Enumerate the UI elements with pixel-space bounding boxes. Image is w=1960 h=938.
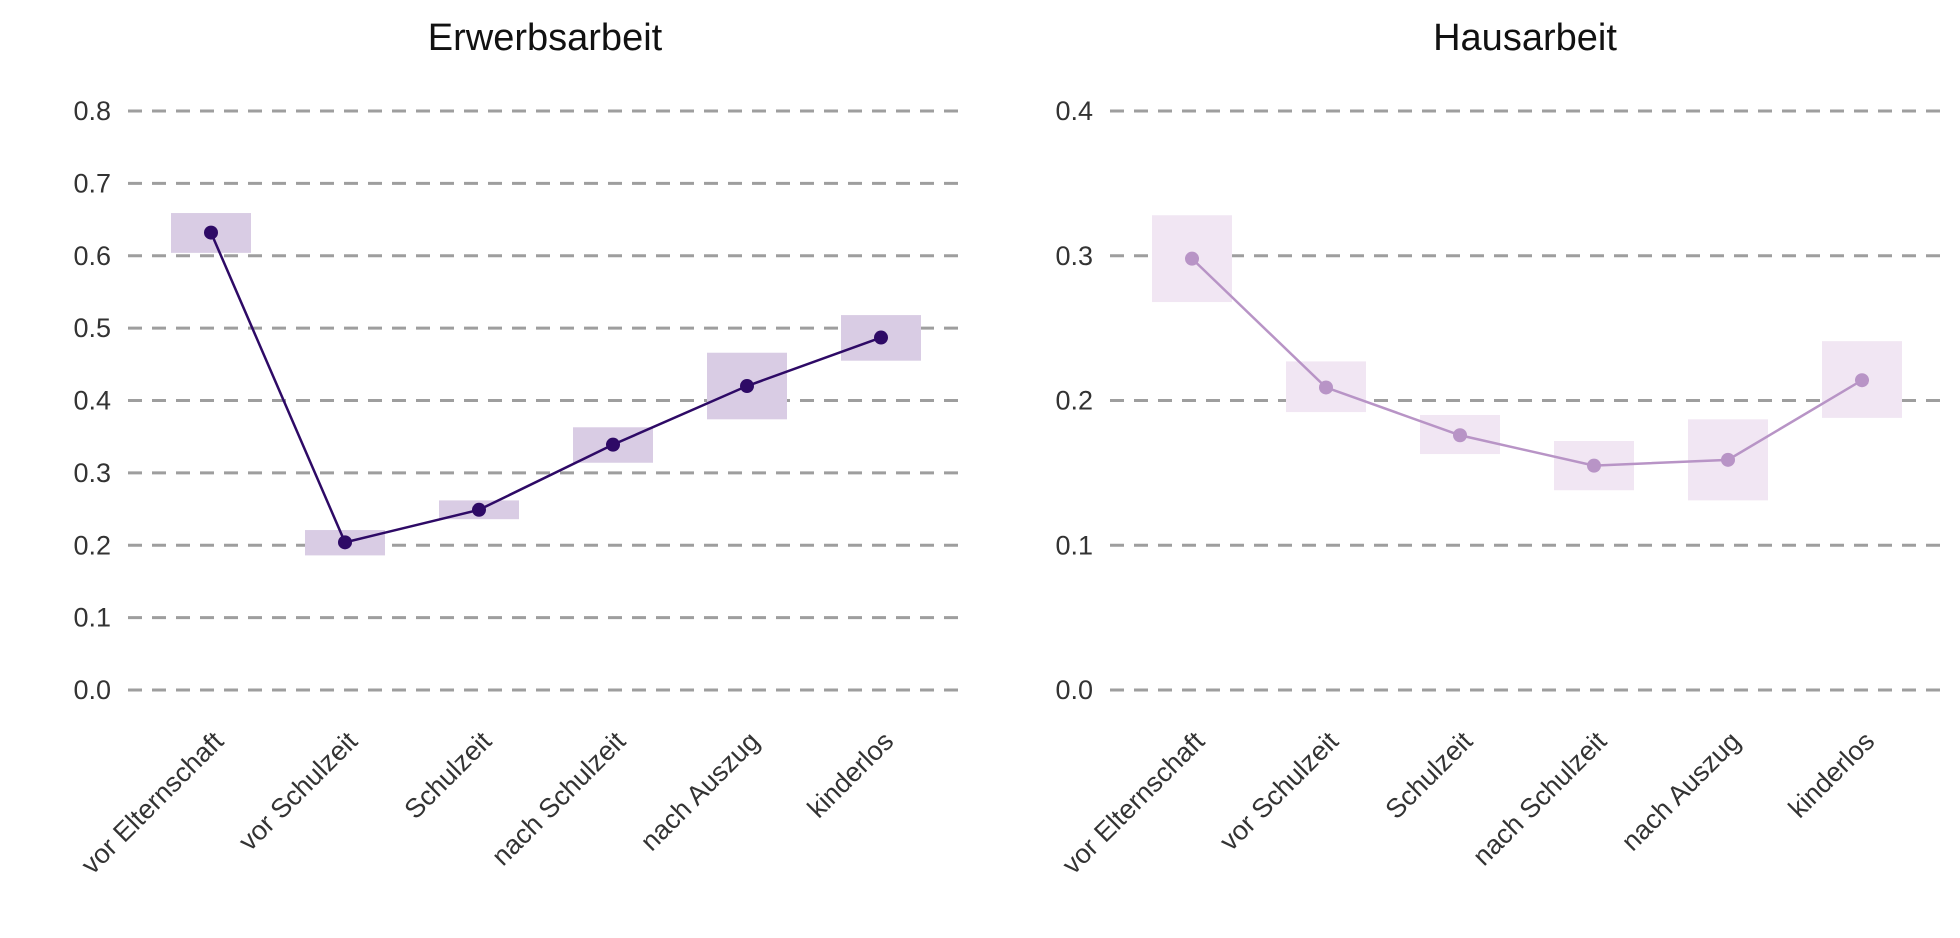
x-tick-label: kinderlos (1783, 726, 1881, 824)
data-point (1855, 373, 1869, 388)
y-tick-label: 0.0 (73, 675, 111, 705)
y-tick-label: 0.6 (73, 241, 111, 271)
y-tick-label: 0.0 (1055, 675, 1093, 705)
x-tick-label: vor Elternschaft (75, 726, 229, 880)
panel-title: Erwerbsarbeit (428, 17, 663, 59)
data-point (1721, 452, 1735, 467)
x-tick-label: vor Schulzeit (1214, 726, 1345, 857)
series-line (1191, 257, 1863, 467)
panel-erwerbsarbeit: Erwerbsarbeit 0.0 0.1 0.2 0.3 0.4 0.5 0.6 0.7 0.… (73, 17, 960, 880)
y-tick-label: 0.7 (73, 168, 111, 198)
x-tick-label: kinderlos (802, 726, 900, 824)
y-tick-label: 0.3 (73, 458, 111, 488)
data-point (1319, 380, 1333, 395)
data-point (874, 330, 888, 345)
y-tick-label: 0.1 (73, 603, 111, 633)
series-line (209, 232, 882, 544)
y-tick-label: 0.1 (1055, 530, 1093, 560)
panel-hausarbeit: Hausarbeit 0.0 0.1 0.2 0.3 0.4 vor Elternscha… (1055, 17, 1945, 880)
x-tick-label: nach Auszug (1616, 726, 1747, 857)
x-tick-label: vor Schulzeit (233, 726, 364, 857)
y-tick-label: 0.5 (73, 313, 111, 343)
x-tick-label: nach Schulzeit (486, 726, 632, 872)
data-point (1185, 251, 1199, 266)
y-tick-label: 0.4 (1055, 96, 1093, 126)
x-tick-label: nach Auszug (635, 726, 766, 857)
y-tick-label: 0.8 (73, 96, 111, 126)
y-tick-label: 0.4 (73, 386, 111, 416)
x-tick-label: nach Schulzeit (1467, 726, 1613, 872)
data-point (472, 502, 486, 517)
data-point (606, 437, 620, 452)
x-tick-label: Schulzeit (399, 726, 498, 825)
y-tick-label: 0.3 (1055, 241, 1093, 271)
x-tick-label: Schulzeit (1380, 726, 1479, 825)
data-point (1453, 428, 1467, 443)
y-tick-label: 0.2 (1055, 386, 1093, 416)
data-point (740, 379, 754, 394)
y-tick-label: 0.2 (73, 530, 111, 560)
data-point (204, 225, 218, 240)
x-tick-label: vor Elternschaft (1056, 726, 1210, 880)
data-point (338, 535, 352, 550)
panel-title: Hausarbeit (1433, 17, 1617, 59)
data-point (1587, 458, 1601, 473)
